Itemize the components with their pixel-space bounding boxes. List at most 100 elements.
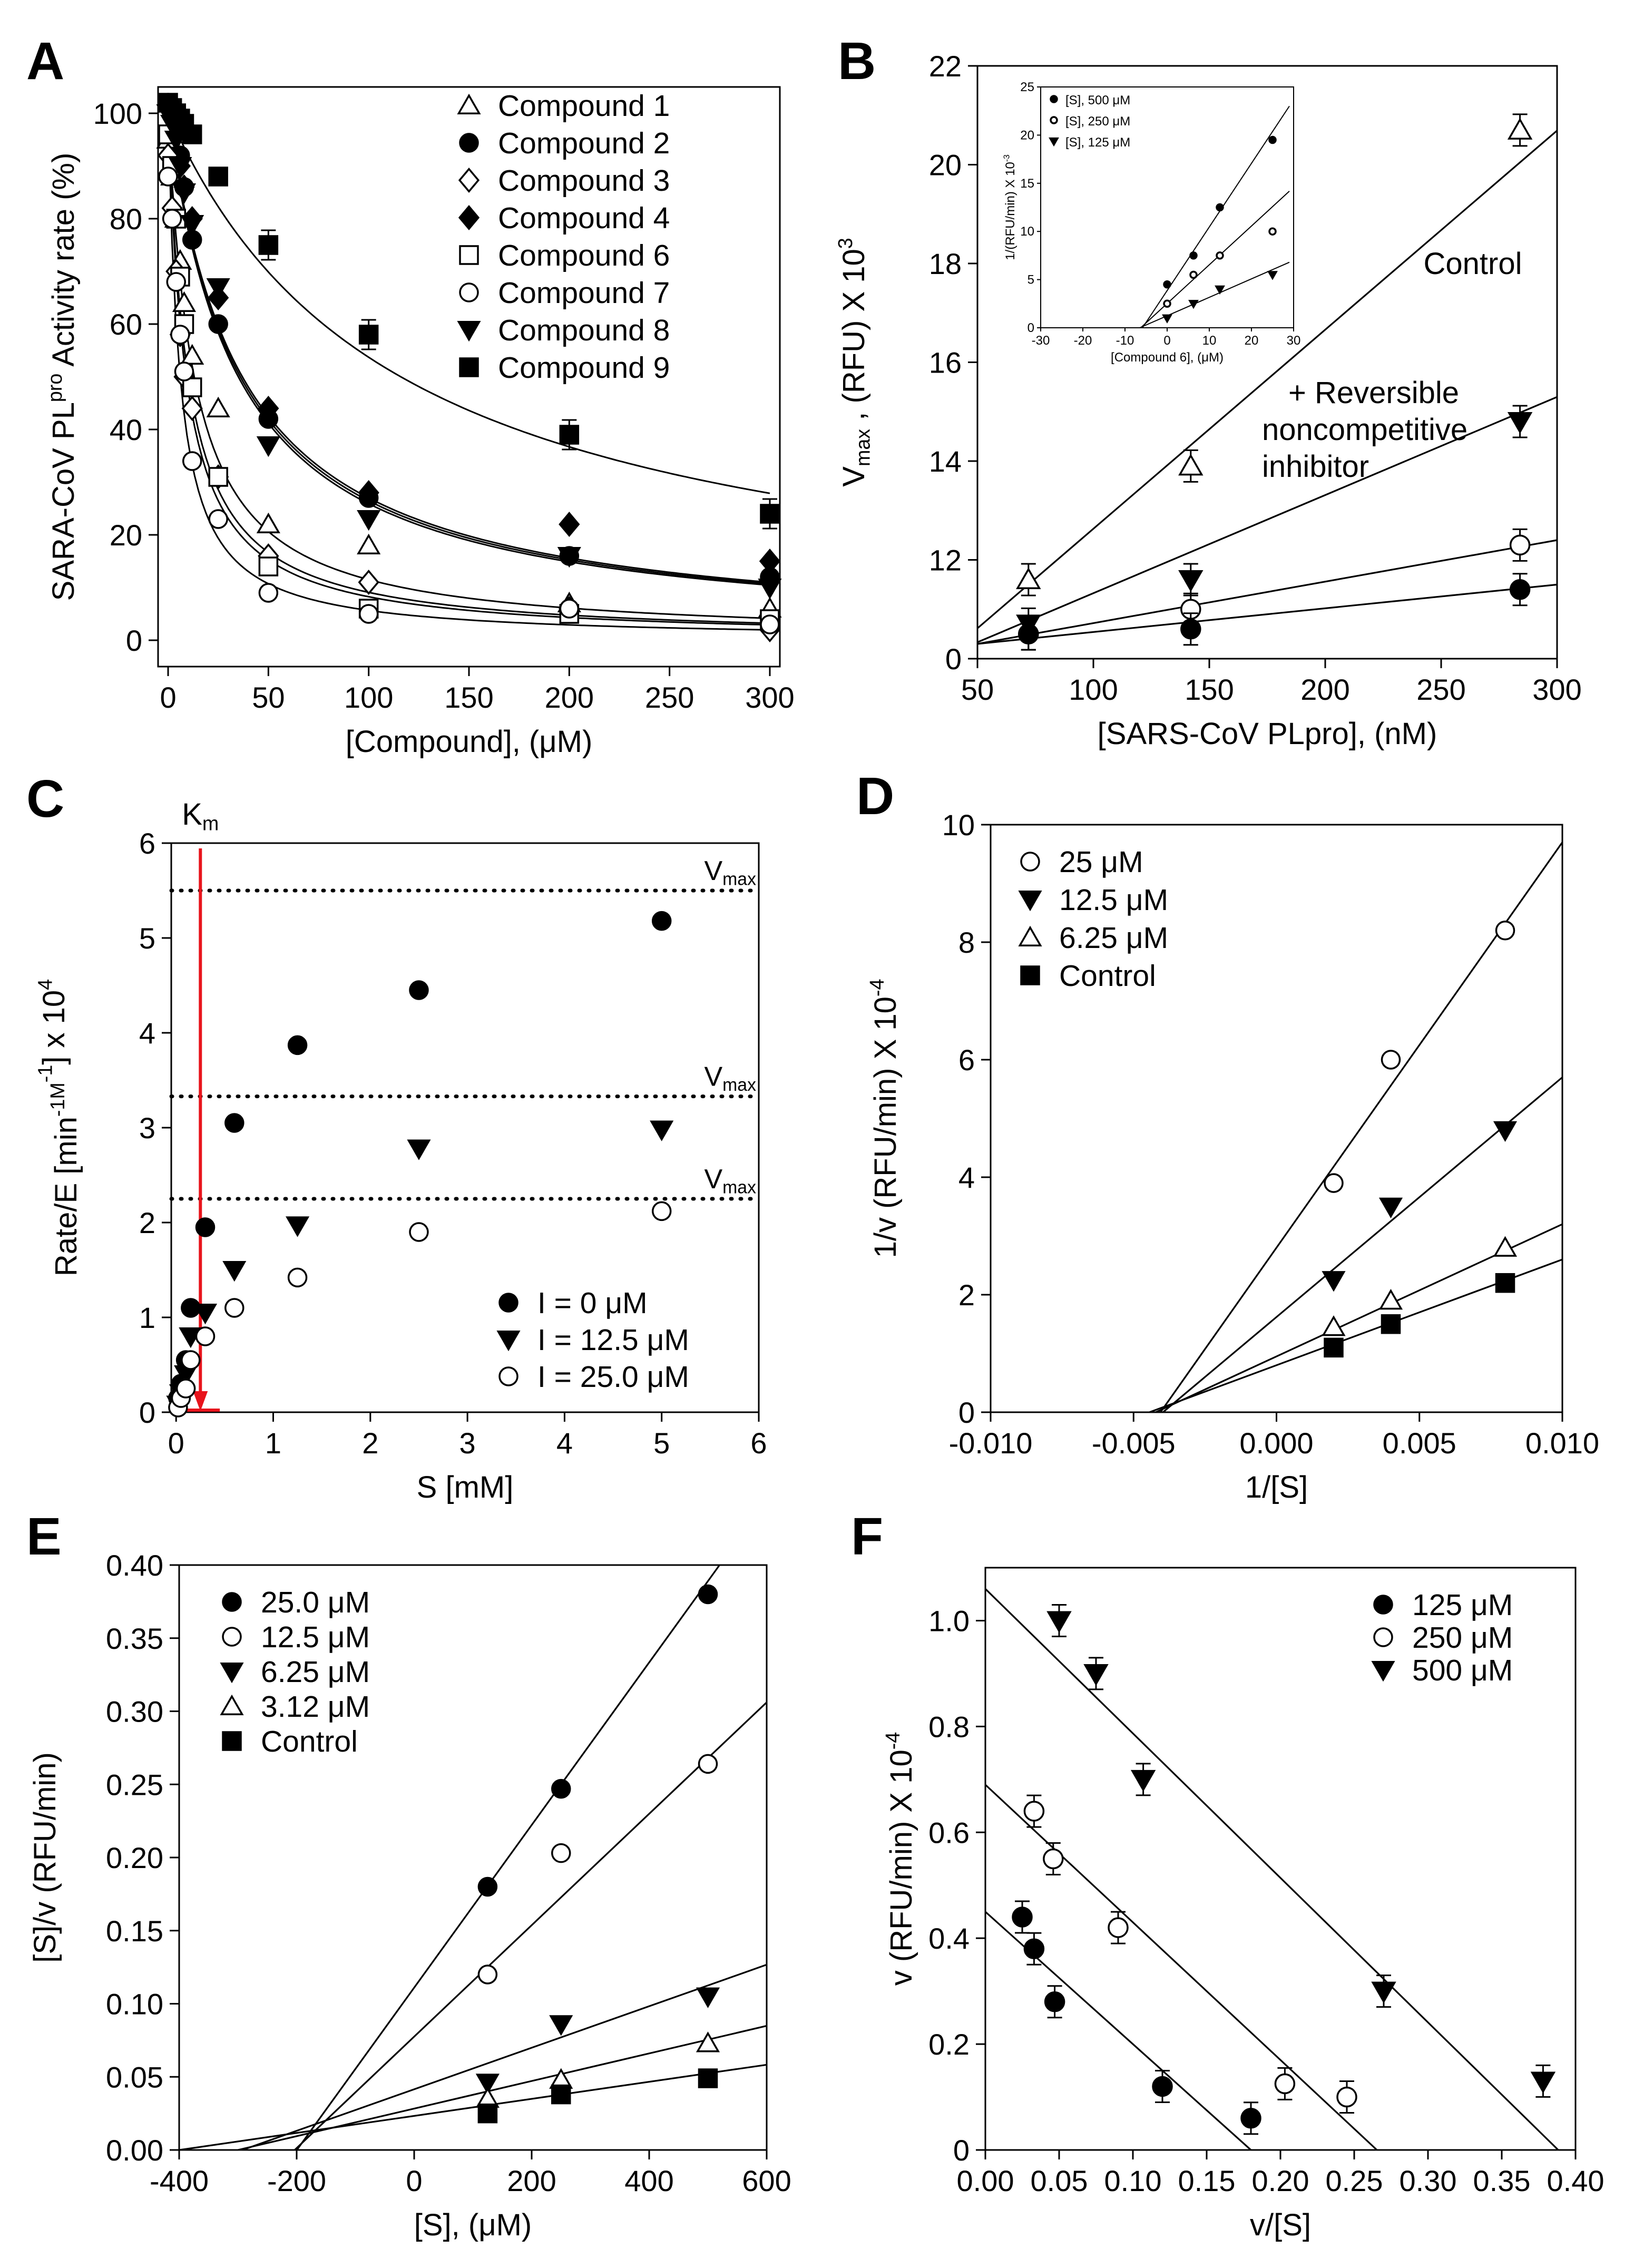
data-point <box>559 599 580 619</box>
legend-label: Control <box>261 1725 358 1758</box>
data-point <box>1530 2071 1556 2094</box>
legend-marker <box>1373 1627 1393 1647</box>
data-point <box>256 436 280 457</box>
data-point <box>357 533 381 555</box>
data-point <box>206 278 230 299</box>
legend-label: 12.5 μM <box>1059 883 1168 917</box>
inset-x-tick-label: -30 <box>1032 334 1050 348</box>
fit-line <box>294 1702 768 2151</box>
data-point <box>651 1201 672 1221</box>
legend-marker <box>498 1293 518 1313</box>
fit-line <box>984 1588 1559 2151</box>
y-tick-label: 0.20 <box>106 1841 163 1874</box>
inset-legend-label: [S], 500 μM <box>1065 93 1130 107</box>
y-tick-label: 1 <box>139 1301 155 1334</box>
panel-C: 0 1 2 3 4 5 6 0 1 2 3 4 5 6 S [mM] Rate/E [min-1M-1] x … <box>26 769 767 1504</box>
data-point <box>175 1379 196 1399</box>
y-tick-label: 0.10 <box>106 1988 163 2021</box>
x-tick-label: 0.005 <box>1383 1426 1456 1460</box>
data-point <box>286 1216 310 1237</box>
data-point <box>409 980 429 1000</box>
data-point <box>1178 454 1204 476</box>
x-tick-label: 0.40 <box>1547 2164 1604 2197</box>
inset-legend-label: [S], 125 μM <box>1065 135 1130 150</box>
data-point <box>1274 2073 1296 2095</box>
legend-label: 250 μM <box>1412 1621 1513 1655</box>
y-tick-label: 18 <box>929 247 962 280</box>
data-point <box>258 556 279 576</box>
legend-label: I = 25.0 μM <box>537 1360 689 1394</box>
inset-y-tick-label: 5 <box>1028 273 1034 287</box>
x-tick-label: -200 <box>267 2164 326 2197</box>
fit-line <box>984 1784 1378 2151</box>
data-point <box>1324 1337 1344 1358</box>
panel-letter: C <box>26 769 64 828</box>
panel-D: -0.010 -0.005 0.000 0.005 0.010 0 2 4 6 8 10 1/[S] 1… <box>856 767 1599 1504</box>
data-point <box>1043 1848 1064 1870</box>
data-point <box>1507 412 1533 434</box>
data-point <box>407 1139 431 1160</box>
fit-line <box>1149 1258 1563 1413</box>
data-point <box>193 1303 218 1325</box>
legend-marker <box>1020 852 1040 872</box>
y-axis-label: SARA-CoV PLpro Activity rate (%) <box>44 153 81 601</box>
legend-marker <box>457 320 481 342</box>
panel-letter: E <box>26 1507 62 1566</box>
legend-label: Compound 9 <box>498 351 670 385</box>
inset-x-tick-label: 0 <box>1163 334 1170 348</box>
x-axis-label: 1/[S] <box>1245 1470 1308 1504</box>
y-tick-label: 0 <box>953 2134 970 2167</box>
vmax-label: Vmax <box>704 856 756 889</box>
inset-x-tick-label: 30 <box>1287 334 1301 348</box>
data-point <box>174 361 194 382</box>
data-point <box>166 272 187 292</box>
data-point <box>557 546 581 568</box>
data-point <box>208 467 228 487</box>
panel-B: 50 100 150 200 250 3000121416182022[SARS-CoV … <box>834 32 1582 751</box>
panel-E: -400 -200 0 200 400 600 0.00 0.05 0.10 0.15 0.20 0.… <box>26 1507 791 2242</box>
legend-label: 25.0 μM <box>261 1586 370 1619</box>
legend-marker <box>222 1627 242 1647</box>
data-point <box>1023 1801 1045 1822</box>
data-point <box>1044 1991 1065 2012</box>
x-tick-label: 0.35 <box>1473 2164 1531 2197</box>
data-point <box>182 124 202 144</box>
inset-y-tick-label: 25 <box>1020 80 1034 94</box>
data-point <box>696 1987 720 2008</box>
x-tick-label: 0.20 <box>1252 2164 1309 2197</box>
x-tick-label: 0.000 <box>1239 1426 1313 1460</box>
y-tick-label: 0 <box>139 1396 155 1429</box>
x-tick-label: 4 <box>556 1426 573 1460</box>
data-point <box>651 911 672 931</box>
y-tick-label: 100 <box>93 97 142 130</box>
data-point <box>1108 1917 1129 1938</box>
fit-line <box>179 2064 767 2151</box>
data-point <box>1493 1121 1518 1142</box>
inset-data-point <box>1189 270 1198 279</box>
data-point <box>195 1326 216 1346</box>
data-point <box>760 504 780 524</box>
legend-marker <box>496 1330 521 1352</box>
y-tick-label: 10 <box>942 808 975 842</box>
legend-label: 3.12 μM <box>261 1690 370 1724</box>
y-tick-label: 0.8 <box>928 1710 970 1743</box>
x-axis-label: v/[S] <box>1250 2208 1311 2242</box>
data-point <box>650 1120 674 1141</box>
y-tick-label: 5 <box>139 922 155 955</box>
legend-marker <box>1020 965 1040 985</box>
y-axis-label: [S]/v (RFU/min) <box>28 1752 62 1963</box>
data-point <box>172 183 197 204</box>
legend-label: Control <box>1059 959 1156 993</box>
data-point <box>1018 623 1039 644</box>
x-tick-label: 200 <box>545 681 594 714</box>
y-tick-label: 0.40 <box>106 1549 163 1582</box>
x-tick-label: 6 <box>750 1426 767 1460</box>
x-tick-label: 400 <box>624 2164 673 2197</box>
data-point <box>698 1584 718 1605</box>
legend-marker <box>458 205 480 230</box>
legend-label: Compound 4 <box>498 201 670 235</box>
data-point <box>287 1267 308 1288</box>
legend-marker <box>222 1592 242 1612</box>
inset-y-tick-label: 15 <box>1020 177 1034 191</box>
